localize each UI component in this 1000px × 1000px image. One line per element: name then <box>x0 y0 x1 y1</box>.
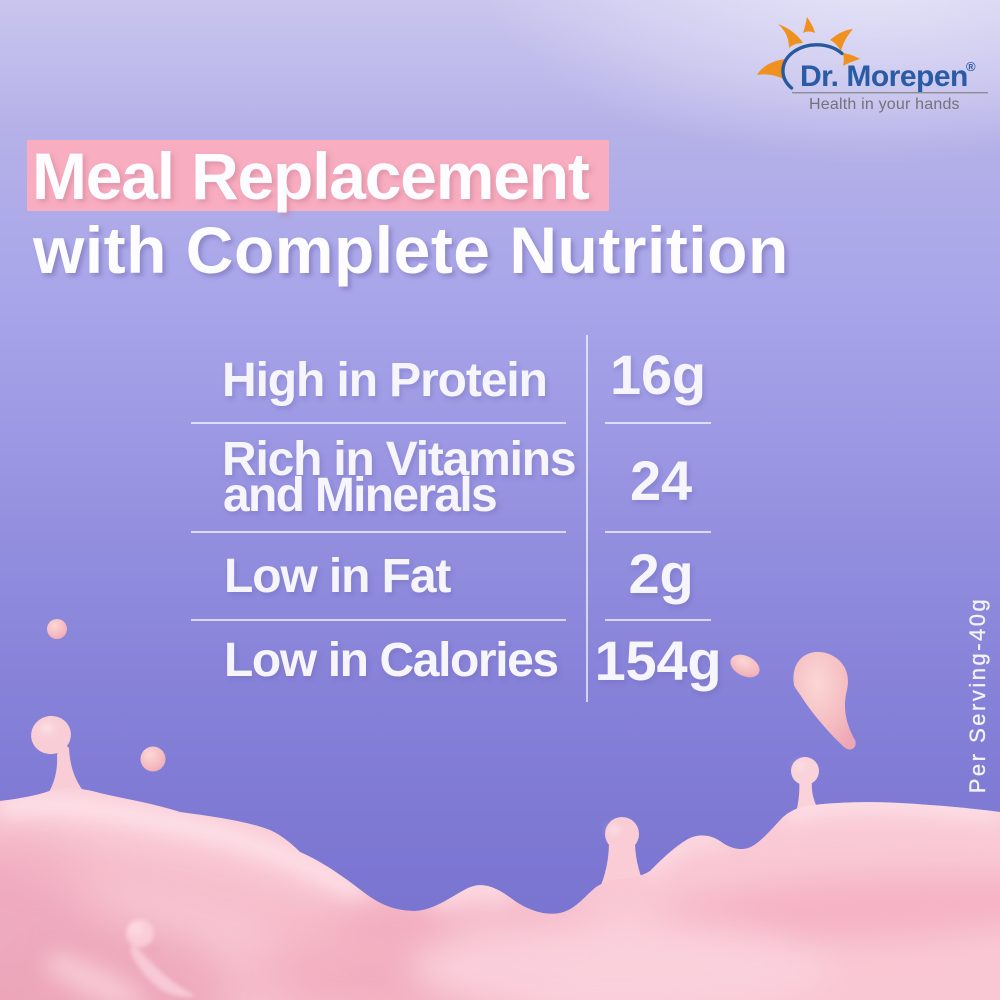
svg-text:Health in your hands: Health in your hands <box>809 96 960 113</box>
svg-text:Dr. Morepen: Dr. Morepen <box>800 60 968 93</box>
svg-text:®: ® <box>966 59 976 74</box>
